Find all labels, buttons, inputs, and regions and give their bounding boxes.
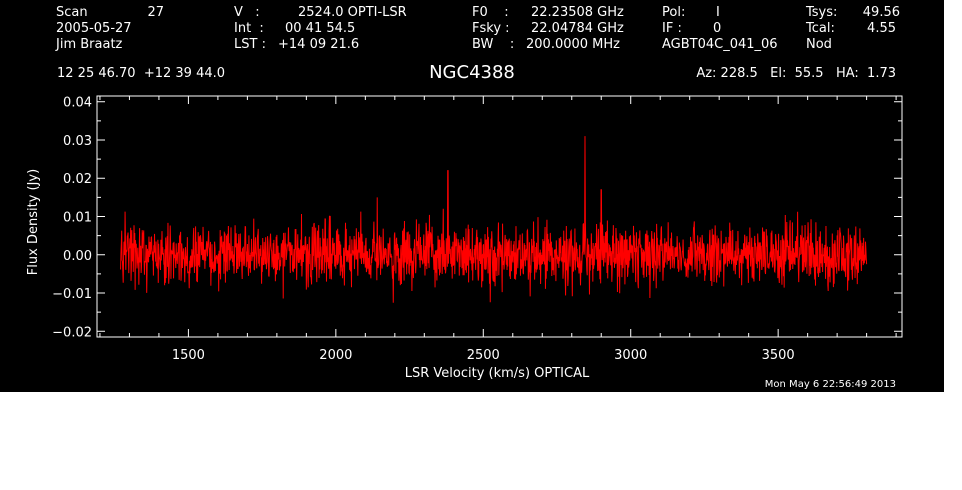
tcal-value: 4.55: [867, 21, 896, 36]
y-tick-label: 0.01: [63, 211, 92, 226]
scan-number: 27: [147, 5, 164, 20]
y-tick-label: 0.02: [63, 172, 92, 187]
source-coordinates: 12 25 46.70 +12 39 44.0: [57, 66, 226, 81]
integration-label: Int :: [234, 21, 264, 36]
x-tick-label: 2000: [319, 348, 352, 363]
lst-label: LST :: [234, 37, 266, 52]
polarization-label: Pol:: [662, 5, 686, 20]
y-tick-label: 0.03: [63, 134, 92, 149]
y-tick-label: 0.00: [63, 249, 92, 264]
tcal-label: Tcal:: [806, 21, 835, 36]
rest-frequency-value: 22.23508 GHz: [531, 5, 624, 20]
bandwidth-value: 200.0000 MHz: [526, 37, 620, 52]
observer-name: Jim Braatz: [56, 37, 123, 52]
rest-frequency-label: F0 :: [472, 5, 509, 20]
y-axis-ticks: −0.02 −0.01 0.00 0.01 0.02 0.03 0.04: [52, 96, 902, 340]
plot-panel: Scan 27 2005-05-27 Jim Braatz V : 2524.0…: [0, 0, 944, 392]
sky-frequency-label: Fsky :: [472, 21, 510, 36]
x-tick-label: 1500: [172, 348, 205, 363]
sky-frequency-value: 22.04784 GHz: [531, 21, 624, 36]
velocity-value: 2524.0 OPTI-LSR: [298, 5, 407, 20]
plot-frame: [96, 95, 903, 338]
procedure-name: Nod: [806, 37, 832, 52]
x-axis-ticks: 1500 2000 2500 3000 3500: [99, 96, 897, 363]
x-axis-label: LSR Velocity (km/s) OPTICAL: [405, 366, 590, 381]
source-name: NGC4388: [429, 62, 515, 83]
if-label: IF :: [662, 21, 682, 36]
tsys-value: 49.56: [862, 5, 900, 20]
spectrum-chart: 1500 2000 2500 3000 3500 −0.02 −0.01 0.00 0.01 0…: [26, 95, 903, 381]
x-tick-label: 3000: [614, 348, 647, 363]
y-axis-label: Flux Density (Jy): [26, 169, 41, 275]
bandwidth-label: BW :: [472, 37, 515, 52]
x-tick-label: 3500: [762, 348, 795, 363]
y-tick-label: −0.01: [52, 287, 92, 302]
observation-date: 2005-05-27: [56, 21, 132, 36]
if-value: 0: [713, 21, 722, 36]
tsys-label: Tsys:: [806, 5, 838, 20]
polarization-value: I: [716, 5, 720, 20]
y-tick-label: −0.02: [52, 325, 92, 340]
velocity-label: V :: [234, 5, 260, 20]
scan-label: Scan: [56, 5, 88, 20]
project-id: AGBT04C_041_06: [662, 37, 778, 52]
y-tick-label: 0.04: [63, 96, 92, 111]
lst-value: +14 09 21.6: [278, 37, 360, 52]
plot-timestamp: Mon May 6 22:56:49 2013: [764, 379, 896, 390]
x-tick-label: 2500: [467, 348, 500, 363]
spectrum-series: [120, 136, 868, 303]
pointing-info: Az: 228.5 El: 55.5 HA: 1.73: [696, 66, 896, 81]
integration-value: 00 41 54.5: [285, 21, 356, 36]
